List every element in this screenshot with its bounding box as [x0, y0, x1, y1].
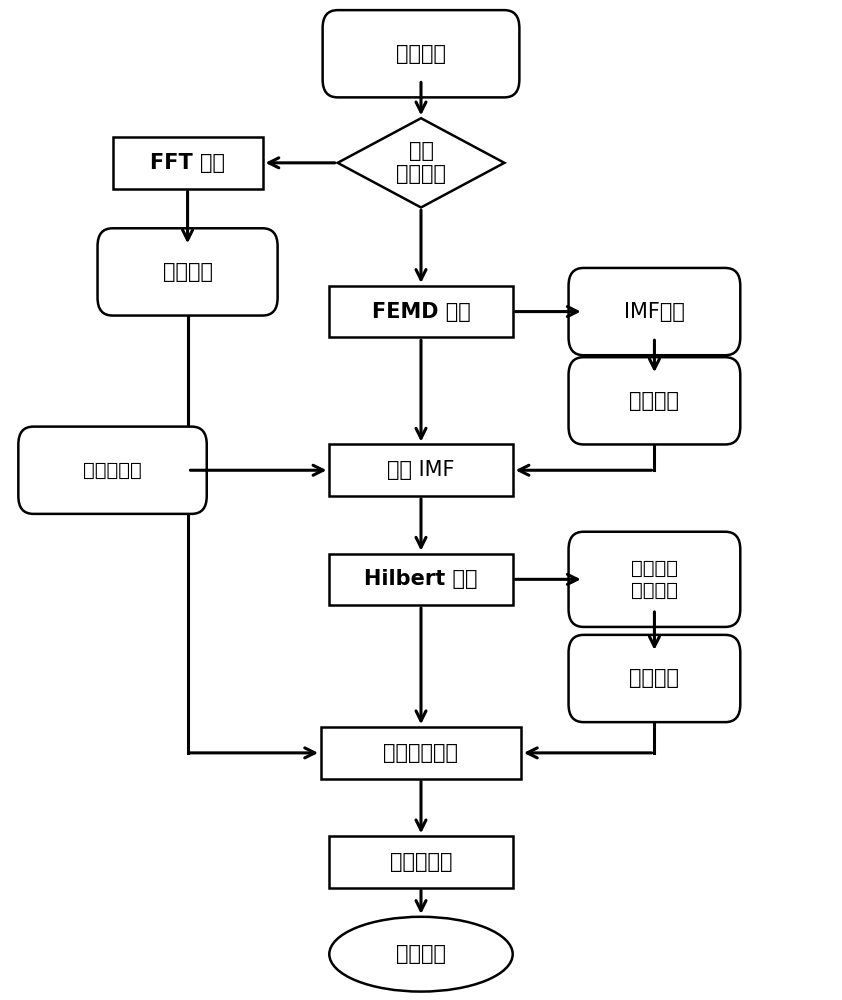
FancyBboxPatch shape: [568, 635, 740, 722]
Text: 慢变振幅
慢变相角: 慢变振幅 慢变相角: [631, 559, 678, 600]
FancyBboxPatch shape: [568, 268, 740, 355]
Polygon shape: [338, 118, 504, 207]
Text: FEMD 分解: FEMD 分解: [371, 302, 471, 322]
Text: 筛选 IMF: 筛选 IMF: [387, 460, 455, 480]
FancyBboxPatch shape: [322, 10, 520, 97]
Text: IMF分量: IMF分量: [624, 302, 685, 322]
Text: 参数辨识模型: 参数辨识模型: [383, 743, 459, 763]
Text: 结构激励: 结构激励: [396, 44, 446, 64]
Text: 固有角频率: 固有角频率: [83, 461, 142, 480]
Text: 求取平均值: 求取平均值: [390, 852, 452, 872]
Text: 瞬时频率: 瞬时频率: [630, 391, 679, 411]
FancyBboxPatch shape: [329, 554, 513, 605]
Text: Hilbert 变换: Hilbert 变换: [365, 569, 477, 589]
Text: 结构参数: 结构参数: [396, 944, 446, 964]
FancyBboxPatch shape: [329, 286, 513, 337]
FancyBboxPatch shape: [329, 444, 513, 496]
FancyBboxPatch shape: [568, 532, 740, 627]
FancyBboxPatch shape: [321, 727, 521, 779]
Text: FFT 变换: FFT 变换: [150, 153, 225, 173]
Text: 振动
位移信号: 振动 位移信号: [396, 141, 446, 184]
FancyBboxPatch shape: [329, 836, 513, 888]
FancyBboxPatch shape: [568, 357, 740, 444]
Text: 参数修正: 参数修正: [630, 668, 679, 688]
FancyBboxPatch shape: [98, 228, 278, 316]
FancyBboxPatch shape: [113, 137, 263, 189]
Ellipse shape: [329, 917, 513, 992]
Text: 固有频率: 固有频率: [163, 262, 212, 282]
FancyBboxPatch shape: [19, 427, 207, 514]
